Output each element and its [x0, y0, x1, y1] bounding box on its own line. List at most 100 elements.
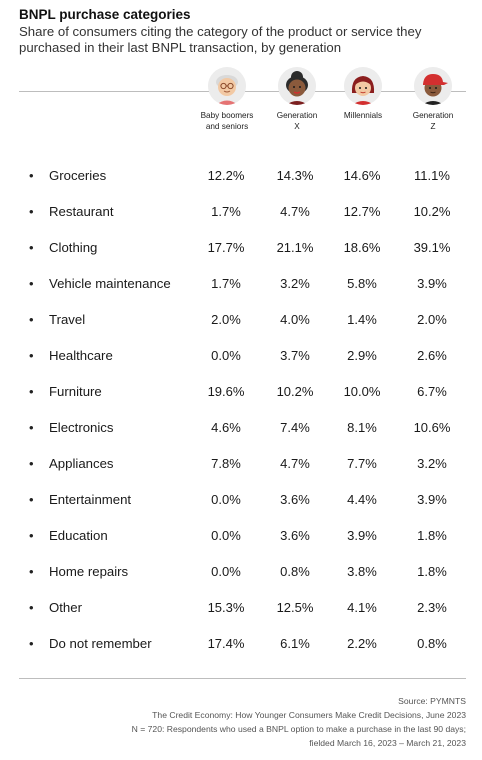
value-cell: 3.9% — [417, 492, 447, 507]
value-cell: 2.2% — [347, 636, 377, 651]
footer-divider — [19, 678, 466, 679]
table-row: • Vehicle maintenance 1.7% 3.2% 5.8% 3.9% — [0, 274, 482, 294]
category-label: Electronics — [49, 420, 114, 435]
column-header-gen-z: Generation Z — [396, 111, 470, 132]
value-cell: 21.1% — [276, 240, 314, 255]
table-row: • Education 0.0% 3.6% 3.9% 1.8% — [0, 526, 482, 546]
table-row: • Do not remember 17.4% 6.1% 2.2% 0.8% — [0, 634, 482, 654]
bullet-marker: • — [29, 204, 34, 219]
value-cell: 3.2% — [417, 456, 447, 471]
table-row: • Electronics 4.6% 7.4% 8.1% 10.6% — [0, 418, 482, 438]
value-cell: 7.8% — [211, 456, 241, 471]
gen-z-avatar-icon — [414, 67, 452, 105]
column-header-line: Baby boomers — [200, 111, 254, 120]
bullet-marker: • — [29, 312, 34, 327]
value-cell: 4.0% — [280, 312, 310, 327]
value-cell: 3.7% — [280, 348, 310, 363]
category-label: Clothing — [49, 240, 98, 255]
category-label: Healthcare — [49, 348, 113, 363]
column-header-line: and seniors — [205, 121, 249, 131]
chart-subtitle: Share of consumers citing the category o… — [19, 24, 422, 55]
category-label: Travel — [49, 312, 86, 327]
value-cell: 12.7% — [343, 204, 381, 219]
bullet-marker: • — [29, 456, 34, 471]
value-cell: 2.9% — [347, 348, 377, 363]
value-cell: 10.2% — [276, 384, 314, 399]
bullet-marker: • — [29, 348, 34, 363]
value-cell: 4.4% — [347, 492, 377, 507]
bullet-marker: • — [29, 168, 34, 183]
column-header-gen-x: Generation X — [260, 111, 334, 132]
value-cell: 8.1% — [347, 420, 377, 435]
fieldwork-note: fielded March 16, 2023 – March 21, 2023 — [309, 738, 466, 748]
category-label: Education — [49, 528, 108, 543]
value-cell: 4.7% — [280, 456, 310, 471]
bullet-marker: • — [29, 528, 34, 543]
value-cell: 18.6% — [343, 240, 381, 255]
bullet-marker: • — [29, 276, 34, 291]
value-cell: 11.1% — [414, 168, 450, 183]
value-cell: 6.7% — [417, 384, 447, 399]
value-cell: 0.0% — [211, 528, 241, 543]
source-note: Source: PYMNTS — [398, 696, 466, 706]
table-row: • Groceries 12.2% 14.3% 14.6% 11.1% — [0, 166, 482, 186]
value-cell: 15.3% — [207, 600, 245, 615]
column-header-boomers: Baby boomers and seniors — [190, 111, 264, 132]
value-cell: 3.9% — [347, 528, 377, 543]
column-header-line: Generation — [412, 111, 454, 120]
value-cell: 39.1% — [413, 240, 451, 255]
bullet-marker: • — [29, 240, 34, 255]
value-cell: 1.8% — [417, 528, 447, 543]
table-row: • Appliances 7.8% 4.7% 7.7% 3.2% — [0, 454, 482, 474]
category-label: Do not remember — [49, 636, 152, 651]
category-label: Furniture — [49, 384, 102, 399]
value-cell: 12.2% — [207, 168, 245, 183]
category-label: Other — [49, 600, 82, 615]
value-cell: 5.8% — [347, 276, 377, 291]
gen-x-avatar-icon — [278, 67, 316, 105]
bullet-marker: • — [29, 564, 34, 579]
value-cell: 3.6% — [280, 528, 310, 543]
table-row: • Restaurant 1.7% 4.7% 12.7% 10.2% — [0, 202, 482, 222]
value-cell: 17.4% — [207, 636, 245, 651]
table-row: • Travel 2.0% 4.0% 1.4% 2.0% — [0, 310, 482, 330]
report-note: The Credit Economy: How Younger Consumer… — [152, 710, 466, 720]
category-label: Vehicle maintenance — [49, 276, 171, 291]
value-cell: 3.8% — [347, 564, 377, 579]
value-cell: 1.7% — [211, 276, 241, 291]
column-header-line: X — [294, 121, 300, 131]
methodology-note: N = 720: Respondents who used a BNPL opt… — [131, 724, 466, 734]
senior-avatar-icon — [208, 67, 246, 105]
value-cell: 2.0% — [211, 312, 241, 327]
column-header-line: Millennials — [343, 111, 383, 120]
table-row: • Clothing 17.7% 21.1% 18.6% 39.1% — [0, 238, 482, 258]
value-cell: 4.7% — [280, 204, 310, 219]
millennial-avatar-icon — [344, 67, 382, 105]
value-cell: 3.9% — [417, 276, 447, 291]
value-cell: 12.5% — [276, 600, 314, 615]
bullet-marker: • — [29, 384, 34, 399]
column-header-line: Z — [430, 121, 436, 131]
value-cell: 14.3% — [276, 168, 314, 183]
value-cell: 1.4% — [347, 312, 377, 327]
value-cell: 19.6% — [207, 384, 245, 399]
bullet-marker: • — [29, 420, 34, 435]
value-cell: 10.0% — [343, 384, 381, 399]
bullet-marker: • — [29, 600, 34, 615]
table-row: • Other 15.3% 12.5% 4.1% 2.3% — [0, 598, 482, 618]
column-header-line: Generation — [276, 111, 318, 120]
table-row: • Healthcare 0.0% 3.7% 2.9% 2.6% — [0, 346, 482, 366]
category-label: Restaurant — [49, 204, 114, 219]
value-cell: 0.0% — [211, 348, 241, 363]
value-cell: 4.1% — [347, 600, 377, 615]
value-cell: 7.4% — [280, 420, 310, 435]
category-label: Groceries — [49, 168, 107, 183]
value-cell: 2.6% — [417, 348, 447, 363]
value-cell: 1.7% — [211, 204, 241, 219]
table-row: • Entertainment 0.0% 3.6% 4.4% 3.9% — [0, 490, 482, 510]
category-label: Home repairs — [49, 564, 129, 579]
value-cell: 0.8% — [417, 636, 447, 651]
value-cell: 4.6% — [211, 420, 241, 435]
value-cell: 17.7% — [207, 240, 245, 255]
value-cell: 3.6% — [280, 492, 310, 507]
